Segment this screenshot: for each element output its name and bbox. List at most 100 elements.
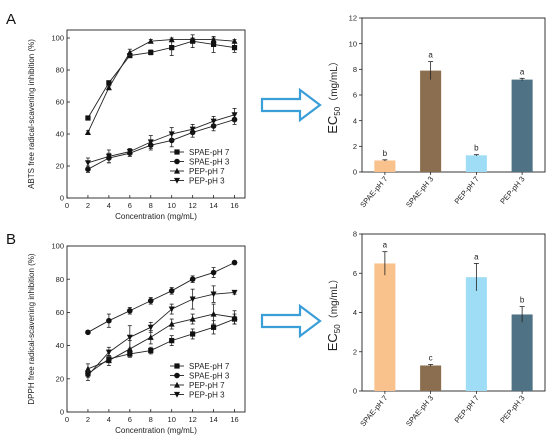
- data-point: [126, 334, 133, 341]
- series-line: [87, 119, 235, 170]
- x-tick-label: 2: [86, 415, 90, 424]
- y-axis-label: ABTS free radical-scavening inhibition (…: [27, 39, 36, 189]
- y-axis-label: DPPH free radical-scavening inhibition (…: [27, 253, 36, 405]
- x-tick-label: 2: [86, 201, 90, 210]
- data-point: [84, 365, 91, 372]
- data-point: [147, 297, 154, 304]
- bar: [374, 263, 396, 391]
- bar: [465, 277, 487, 391]
- x-tick-label: SPAE-pH 7: [358, 394, 389, 429]
- legend-label: SPAE-pH 3: [189, 371, 230, 380]
- legend-marker: [174, 363, 180, 369]
- data-point: [85, 329, 91, 336]
- series-line: [87, 318, 235, 375]
- data-point: [168, 36, 175, 43]
- data-point: [168, 320, 175, 327]
- bar: [374, 160, 396, 172]
- data-point: [105, 349, 112, 356]
- x-tick-label: 8: [149, 415, 153, 424]
- y-axis-label-main: EC: [325, 333, 340, 351]
- y-axis-label-unit: （mg/mL）: [328, 56, 340, 107]
- x-tick-label: 14: [209, 415, 217, 424]
- data-point: [105, 153, 112, 160]
- y-axis-label-unit: （mg/mL）: [328, 274, 340, 325]
- legend-marker: [174, 391, 180, 398]
- data-point: [127, 307, 133, 314]
- x-tick-label: 10: [168, 415, 176, 424]
- legend-label: PEP-pH 7: [189, 167, 225, 176]
- y-tick-label: 80: [56, 66, 64, 75]
- plot-frame: [66, 245, 246, 413]
- x-tick-label: 6: [128, 415, 132, 424]
- legend-marker: [174, 177, 180, 184]
- data-point: [210, 269, 217, 276]
- data-point: [147, 38, 154, 44]
- y-axis-label: EC50（mg/mL）: [325, 56, 342, 134]
- x-tick-label: PEP-pH 7: [453, 394, 481, 425]
- y-tick-label: 8: [353, 230, 357, 239]
- data-point: [84, 160, 91, 166]
- series-triangle-down: [84, 285, 238, 381]
- significance-letter: a: [428, 51, 433, 60]
- significance-letter: b: [383, 149, 388, 158]
- data-point: [84, 129, 91, 135]
- x-tick-label: PEP-pH 3: [498, 394, 526, 425]
- arrow-b: [260, 303, 322, 339]
- legend-label: PEP-pH 3: [189, 176, 225, 185]
- arrow-a: [260, 87, 322, 123]
- legend-label: PEP-pH 7: [189, 381, 225, 390]
- y-tick-label: 60: [56, 308, 64, 317]
- panel-letter-a: A: [6, 11, 16, 28]
- data-point: [210, 41, 217, 47]
- y-tick-label: 12: [349, 14, 357, 23]
- data-point: [105, 357, 112, 364]
- data-point: [210, 291, 217, 298]
- data-point: [126, 49, 133, 55]
- legend-marker: [174, 158, 180, 165]
- data-point: [231, 45, 238, 51]
- y-tick-label: 100: [51, 34, 64, 43]
- line-chart-a: 0 2 4 6 8 10 12 14 16 0 20 40 60 80 100 Concentration (…: [27, 29, 246, 221]
- y-axis-label-sub: 50: [333, 324, 342, 333]
- panel-letter-b: B: [6, 231, 16, 248]
- x-tick-label: 12: [188, 201, 196, 210]
- x-tick-label: 0: [65, 201, 69, 210]
- series-line: [87, 292, 235, 376]
- series-line: [87, 114, 235, 164]
- x-tick-label: 16: [230, 201, 238, 210]
- y-tick-label: 4: [353, 308, 357, 317]
- data-point: [210, 310, 217, 317]
- x-tick-label: PEP-pH 7: [453, 175, 481, 206]
- data-point: [231, 38, 238, 44]
- arrow-shape: [260, 87, 322, 123]
- data-point: [210, 118, 217, 125]
- x-tick-label: 10: [168, 201, 176, 210]
- legend-label: SPAE-pH 3: [189, 157, 230, 166]
- significance-letter: a: [474, 252, 479, 261]
- data-point: [231, 259, 238, 266]
- data-point: [169, 45, 175, 51]
- y-tick-label: 80: [56, 275, 64, 284]
- data-point: [189, 126, 196, 133]
- y-tick-label: 4: [353, 116, 357, 125]
- y-axis-label-main: EC: [325, 116, 340, 134]
- plot-frame: [66, 29, 246, 199]
- y-tick-label: 20: [56, 162, 64, 171]
- y-tick-label: 8: [353, 65, 357, 74]
- data-point: [189, 36, 196, 43]
- data-point: [147, 324, 154, 331]
- y-tick-label: 100: [51, 242, 64, 251]
- data-point: [148, 347, 154, 354]
- data-point: [148, 49, 154, 55]
- x-tick-label: 6: [128, 201, 132, 210]
- y-tick-label: 2: [353, 347, 357, 356]
- legend-label: PEP-pH 3: [189, 390, 225, 399]
- x-tick-label: 4: [107, 415, 111, 424]
- data-point: [231, 314, 238, 320]
- data-point: [85, 115, 91, 121]
- data-point: [168, 288, 175, 294]
- series-line: [87, 40, 235, 119]
- legend-label: SPAE-pH 7: [189, 362, 230, 371]
